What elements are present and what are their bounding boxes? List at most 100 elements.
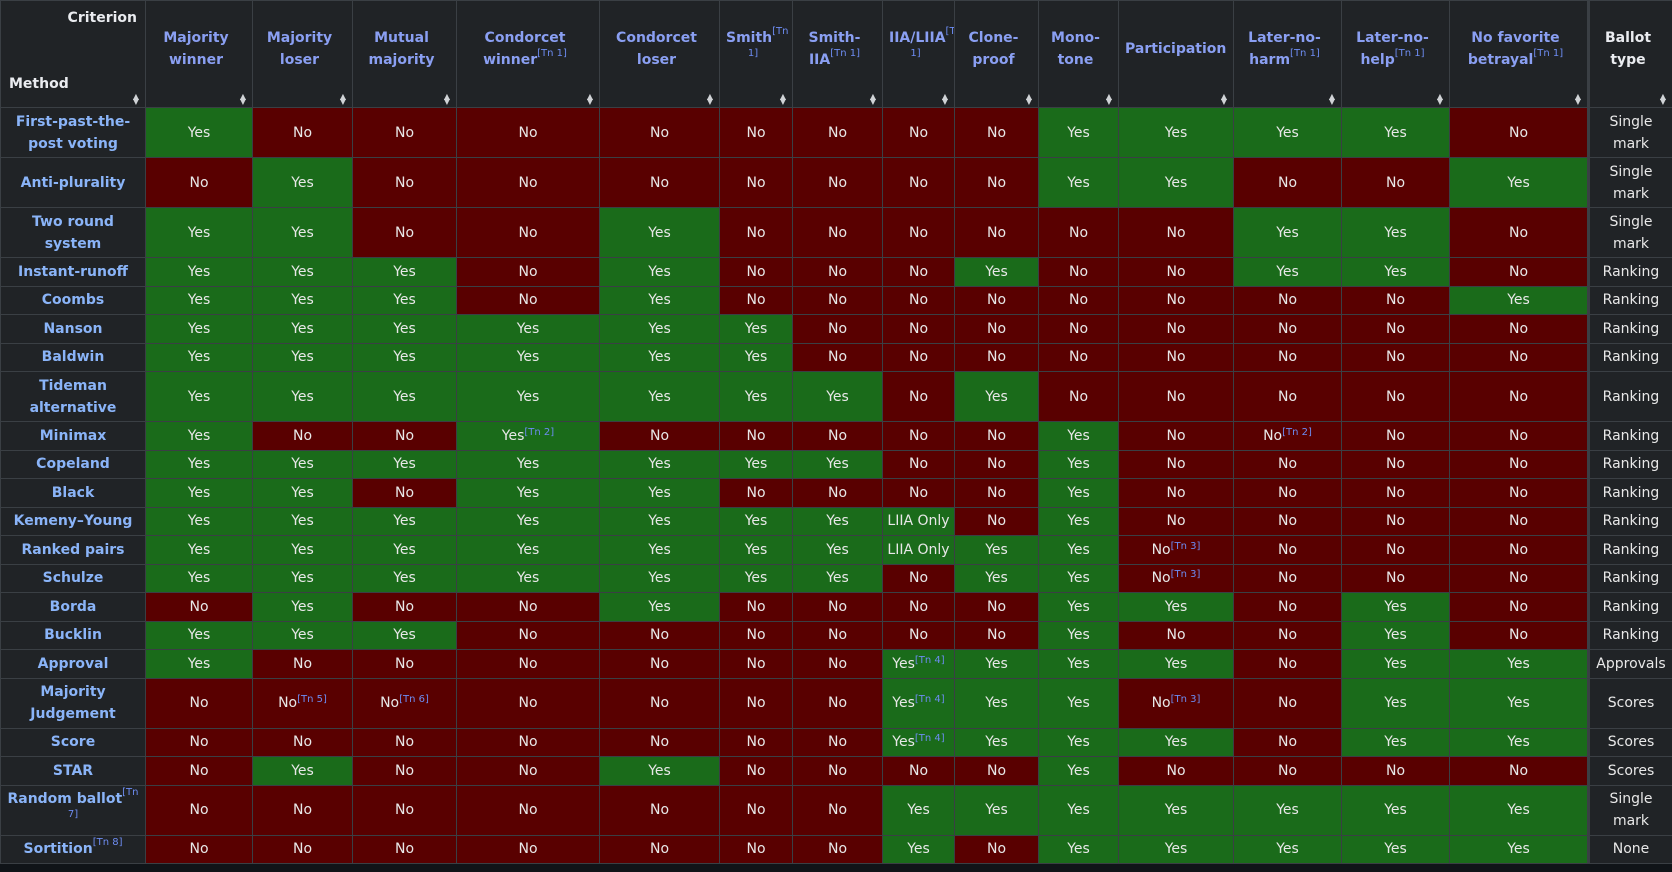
- footnote-ref[interactable]: [Tn 7]: [67, 787, 139, 820]
- column-header-1[interactable]: Majority loser ▲ ▼: [252, 0, 353, 108]
- method-name-cell[interactable]: Bucklin: [0, 620, 146, 650]
- footnote-ref[interactable]: [Tn 2]: [524, 426, 555, 438]
- method-name-cell[interactable]: Approval: [0, 649, 146, 679]
- column-header-label[interactable]: Smith-IIA: [808, 30, 861, 68]
- method-name-cell[interactable]: Ranked pairs: [0, 535, 146, 565]
- method-name-cell[interactable]: Majority Judgement: [0, 677, 146, 729]
- column-header-10[interactable]: Participation ▲ ▼: [1118, 0, 1234, 108]
- method-link[interactable]: Instant-runoff: [18, 263, 128, 280]
- footnote-ref[interactable]: [Tn 3]: [1170, 540, 1201, 552]
- footnote-ref[interactable]: [Tn 5]: [297, 694, 327, 705]
- footnote-ref[interactable]: [Tn 2]: [1282, 426, 1312, 438]
- method-link[interactable]: STAR: [52, 762, 94, 779]
- method-name-cell[interactable]: Black: [0, 478, 146, 508]
- sort-arrows-icon[interactable]: ▲ ▼: [1659, 92, 1666, 106]
- method-name-cell[interactable]: STAR: [0, 756, 146, 786]
- sort-arrows-icon[interactable]: ▲ ▼: [1574, 92, 1581, 106]
- column-header-label[interactable]: Later-no-help: [1356, 30, 1429, 68]
- method-link[interactable]: First-past-the-post voting: [15, 113, 131, 152]
- column-header-4[interactable]: Condorcet loser ▲ ▼: [599, 0, 720, 108]
- sort-arrows-icon[interactable]: ▲ ▼: [1025, 92, 1032, 106]
- method-name-cell[interactable]: Copeland: [0, 449, 146, 479]
- column-header-label[interactable]: Mono-tone: [1051, 30, 1100, 68]
- method-name-cell[interactable]: Borda: [0, 592, 146, 622]
- sort-arrows-icon[interactable]: ▲ ▼: [239, 92, 246, 106]
- method-link[interactable]: Copeland: [36, 456, 110, 473]
- method-link[interactable]: Ranked pairs: [21, 541, 125, 558]
- corner-header[interactable]: Criterion Method ▲ ▼: [0, 0, 146, 108]
- column-header-label[interactable]: IIA/LIIA: [889, 30, 946, 46]
- column-header-7[interactable]: IIA/LIIA[Tn 1] ▲▼: [882, 0, 955, 108]
- column-header-label[interactable]: Condorcet winner: [483, 30, 566, 68]
- footnote-ref[interactable]: [Tn 1]: [1533, 48, 1564, 59]
- method-link[interactable]: Two round system: [32, 213, 114, 252]
- sort-arrows-icon[interactable]: ▲ ▼: [1220, 92, 1227, 106]
- column-header-label[interactable]: Condorcet loser: [616, 30, 697, 68]
- method-link[interactable]: Black: [51, 484, 95, 501]
- column-header-5[interactable]: Smith[Tn 1] ▲ ▼: [719, 0, 793, 108]
- method-name-cell[interactable]: Anti-plurality: [0, 157, 146, 208]
- method-link[interactable]: Random ballot: [7, 791, 123, 807]
- method-link[interactable]: Majority Judgement: [30, 684, 116, 722]
- method-name-cell[interactable]: Two round system: [0, 207, 146, 258]
- footnote-ref[interactable]: [Tn 3]: [1170, 694, 1201, 705]
- method-name-cell[interactable]: Nanson: [0, 314, 146, 344]
- column-header-label[interactable]: Majority loser: [266, 30, 333, 68]
- footnote-ref[interactable]: [Tn 4]: [914, 694, 945, 705]
- method-name-cell[interactable]: Schulze: [0, 563, 146, 593]
- column-header-label[interactable]: Clone-proof: [968, 30, 1019, 68]
- column-header-label[interactable]: No favorite betrayal: [1467, 30, 1560, 68]
- method-name-cell[interactable]: Kemeny–Young: [0, 506, 146, 536]
- method-link[interactable]: Baldwin: [41, 349, 105, 366]
- method-link[interactable]: Borda: [49, 598, 97, 615]
- method-link[interactable]: Schulze: [42, 570, 104, 587]
- footnote-ref[interactable]: [Tn 4]: [914, 733, 945, 745]
- footnote-ref[interactable]: [Tn 1]: [830, 48, 861, 59]
- method-link[interactable]: Approval: [37, 655, 109, 672]
- column-header-12[interactable]: Later-no-help[Tn 1] ▲ ▼: [1341, 0, 1450, 108]
- column-header-3[interactable]: Condorcet winner[Tn 1] ▲ ▼: [456, 0, 600, 108]
- sort-arrows-icon[interactable]: ▲ ▼: [779, 92, 786, 106]
- footnote-ref[interactable]: [Tn 1]: [747, 26, 789, 59]
- method-link[interactable]: Minimax: [39, 427, 107, 444]
- method-name-cell[interactable]: Random ballot[Tn 7]: [0, 784, 146, 836]
- method-name-cell[interactable]: Instant-runoff: [0, 257, 146, 287]
- method-link[interactable]: Nanson: [43, 320, 103, 337]
- column-header-label[interactable]: Later-no-harm: [1248, 30, 1321, 68]
- method-name-cell[interactable]: First-past-the-post voting: [0, 107, 146, 158]
- method-name-cell[interactable]: Coombs: [0, 285, 146, 315]
- footnote-ref[interactable]: [Tn 1]: [537, 48, 567, 59]
- column-header-9[interactable]: Mono-tone ▲ ▼: [1038, 0, 1119, 108]
- ballot-type-header[interactable]: Ballot type ▲ ▼: [1587, 0, 1672, 108]
- footnote-ref[interactable]: [Tn 3]: [1170, 569, 1201, 581]
- footnote-ref[interactable]: [Tn 1]: [1290, 48, 1320, 59]
- method-name-cell[interactable]: Tideman alternative: [0, 371, 146, 422]
- method-link[interactable]: Anti-plurality: [20, 174, 126, 191]
- method-name-cell[interactable]: Minimax: [0, 421, 146, 451]
- column-header-13[interactable]: No favorite betrayal[Tn 1] ▲ ▼: [1449, 0, 1589, 108]
- footnote-ref[interactable]: [Tn 1]: [910, 26, 953, 59]
- column-header-8[interactable]: Clone-proof ▲ ▼: [954, 0, 1039, 108]
- method-link[interactable]: Kemeny–Young: [13, 513, 133, 530]
- footnote-ref[interactable]: [Tn 4]: [914, 654, 945, 666]
- footnote-ref[interactable]: [Tn 8]: [92, 837, 123, 849]
- column-header-label[interactable]: Smith: [726, 30, 773, 46]
- method-name-cell[interactable]: Baldwin: [0, 342, 146, 372]
- method-link[interactable]: Tideman alternative: [29, 377, 117, 416]
- method-link[interactable]: Bucklin: [44, 627, 102, 644]
- column-header-label[interactable]: Mutual majority: [368, 30, 435, 68]
- footnote-ref[interactable]: [Tn 6]: [399, 694, 429, 705]
- sort-arrows-icon[interactable]: ▲ ▼: [869, 92, 876, 106]
- method-name-cell[interactable]: Score: [0, 727, 146, 757]
- method-link[interactable]: Score: [50, 734, 96, 751]
- sort-arrows-icon[interactable]: ▲ ▼: [1328, 92, 1335, 106]
- column-header-label[interactable]: Majority winner: [163, 30, 229, 68]
- sort-arrows-icon[interactable]: ▲ ▼: [941, 92, 948, 106]
- sort-arrows-icon[interactable]: ▲ ▼: [706, 92, 713, 106]
- sort-arrows-icon[interactable]: ▲ ▼: [339, 92, 346, 106]
- method-link[interactable]: Sortition: [23, 841, 93, 858]
- method-link[interactable]: Coombs: [41, 292, 105, 309]
- column-header-0[interactable]: Majority winner ▲ ▼: [145, 0, 253, 108]
- sort-arrows-icon[interactable]: ▲ ▼: [443, 92, 450, 106]
- sort-arrows-icon[interactable]: ▲ ▼: [132, 92, 139, 106]
